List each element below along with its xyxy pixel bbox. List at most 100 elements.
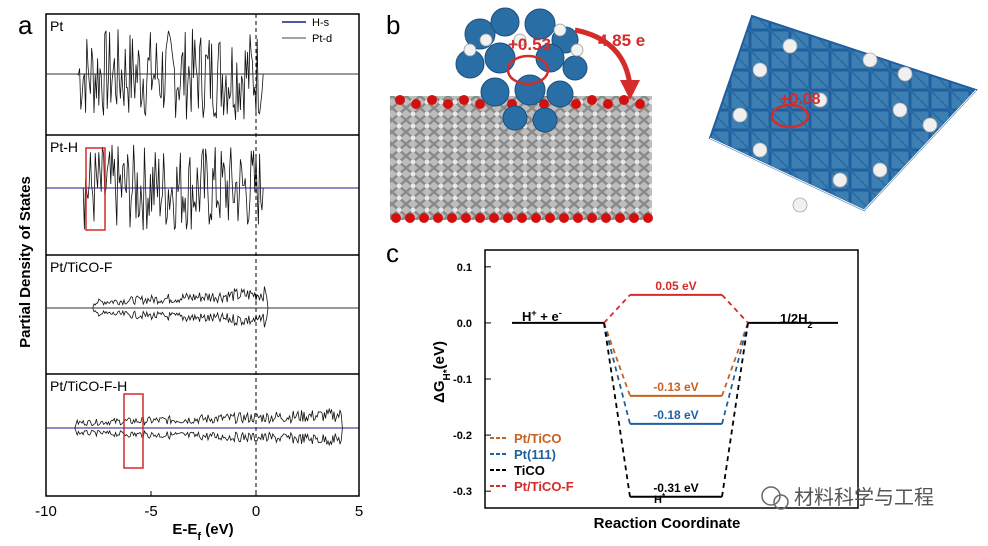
pt-atom [532, 107, 558, 133]
oxygen-atom [419, 213, 429, 223]
watermark-icon [761, 486, 781, 506]
legend-label-hs: H-s [312, 17, 330, 29]
gibbs-energy-label: -0.31 eV [653, 481, 698, 495]
gibbs-ytick-label: -0.1 [453, 374, 472, 386]
gibbs-ytick-label: 0.1 [457, 262, 472, 274]
oxygen-atom [571, 99, 581, 109]
pdos-xtick: 0 [252, 503, 260, 520]
subpanel-name-pt-tico-f-h: Pt/TiCO-F-H [50, 378, 127, 394]
pdos-x-axis-label: E-Ef (eV) [172, 521, 233, 543]
top-view-charge-label: +0.08 [780, 91, 821, 108]
oxygen-atom [405, 213, 415, 223]
oxygen-atom [531, 213, 541, 223]
electron-transfer-arrow [574, 27, 633, 87]
oxygen-atom [573, 213, 583, 223]
pdos-y-axis-label: Partial Density of States [17, 176, 34, 348]
slab-top-view: +0.08 [708, 14, 978, 213]
gibbs-ytick-label: 0.0 [457, 318, 472, 330]
oxygen-atom [615, 213, 625, 223]
gibbs-legend-label: TiCO [514, 463, 545, 478]
panel-label-b: b [386, 10, 400, 40]
surface-oxygen-bottom [391, 213, 653, 223]
gibbs-connector-left [603, 322, 631, 497]
pt-atom [546, 80, 574, 108]
pt-atom [524, 8, 556, 40]
top-view-hydrogen [922, 117, 938, 133]
oxygen-atom [503, 213, 513, 223]
top-view-hydrogen [792, 197, 808, 213]
pdos-xtick: -5 [144, 503, 157, 520]
pt-tico-f-h-highlight-box [123, 393, 144, 469]
gibbs-connector-right [721, 322, 749, 397]
pt-atom [562, 55, 588, 81]
gibbs-series: -0.13 eV -0.18 eV -0.31 eV 0.05 eV [603, 279, 749, 498]
oxygen-atom [587, 95, 597, 105]
subpanel-name-pt-h: Pt-H [50, 139, 78, 155]
watermark: 材料科学与工程 [761, 486, 934, 510]
hydrogen-atom [553, 23, 567, 37]
oxygen-atom [489, 213, 499, 223]
gibbs-energy-label: 0.05 eV [655, 279, 696, 293]
oxygen-atom [475, 213, 485, 223]
gibbs-connector-left [603, 294, 631, 324]
gibbs-connector-right [721, 322, 749, 425]
gibbs-y-ticks: 0.1 0.0 -0.1 -0.2 -0.3 [453, 262, 491, 498]
watermark-icon-2 [773, 494, 789, 510]
pdos-trace-3-down [46, 427, 358, 447]
pt-atom [502, 105, 528, 131]
subpanel-name-pt-tico-f: Pt/TiCO-F [50, 259, 112, 275]
hydrogen-atom [479, 33, 493, 47]
oxygen-atom [643, 213, 653, 223]
pt-cluster [455, 7, 588, 133]
pdos-trace-1 [46, 144, 358, 231]
pt-atom [490, 7, 520, 37]
oxygen-atom [539, 99, 549, 109]
oxygen-atom [395, 95, 405, 105]
oxygen-atom [629, 213, 639, 223]
oxygen-atom [391, 213, 401, 223]
gibbs-connector-left [603, 322, 631, 425]
hydrogen-atom [513, 33, 527, 47]
legend-label-ptd: Pt-d [312, 33, 332, 45]
oxygen-atom [475, 99, 485, 109]
gibbs-ytick-label: -0.2 [453, 430, 472, 442]
oxygen-atom [545, 213, 555, 223]
initial-state-label: H+ + e- [522, 308, 562, 324]
top-view-hydrogen [732, 107, 748, 123]
top-view-hydrogen [812, 92, 828, 108]
pdos-plot: Pt Pt-H Pt/TiCO-F Pt/TiCO-F-H H-s Pt-d -… [35, 13, 363, 543]
pdos-traces [46, 28, 359, 447]
top-view-hydrogen [782, 38, 798, 54]
top-view-charge-circle [770, 103, 810, 129]
pt-h-highlight-box [85, 147, 106, 231]
gibbs-legend-label: Pt/TiCO-F [514, 479, 574, 494]
gibbs-energy-chart: 0.1 0.0 -0.1 -0.2 -0.3 ΔGH*(eV) Reaction Coo… [431, 249, 859, 532]
panel-label-a: a [18, 10, 33, 40]
top-view-hydrogen [752, 62, 768, 78]
top-view-hydrogen [892, 102, 908, 118]
top-view-cell-edge [709, 137, 865, 211]
oxygen-atom [559, 213, 569, 223]
panel-label-c: c [386, 238, 399, 268]
top-view-hydrogen [832, 172, 848, 188]
oxygen-atom [447, 213, 457, 223]
oxygen-atom [517, 213, 527, 223]
top-view-hydrogen [752, 142, 768, 158]
pdos-xtick: 5 [355, 503, 363, 520]
gibbs-energy-label: -0.18 eV [653, 408, 698, 422]
oxygen-atom [443, 99, 453, 109]
oxygen-atom [411, 99, 421, 109]
pdos-xtick: -10 [35, 503, 57, 520]
top-view-hydrogen-atoms [732, 38, 938, 213]
pdos-trace-3 [46, 407, 358, 429]
oxygen-atom [601, 213, 611, 223]
gibbs-x-axis-label: Reaction Coordinate [594, 515, 741, 532]
oxygen-atom [587, 213, 597, 223]
charge-highlight-circle [506, 54, 550, 86]
electron-transfer-label: 4.85 e [598, 31, 645, 50]
gibbs-connector-right [721, 322, 749, 497]
gibbs-connector-right [721, 294, 749, 324]
gibbs-energy-label: -0.13 eV [653, 380, 698, 394]
pdos-trace-2-down [46, 307, 358, 328]
